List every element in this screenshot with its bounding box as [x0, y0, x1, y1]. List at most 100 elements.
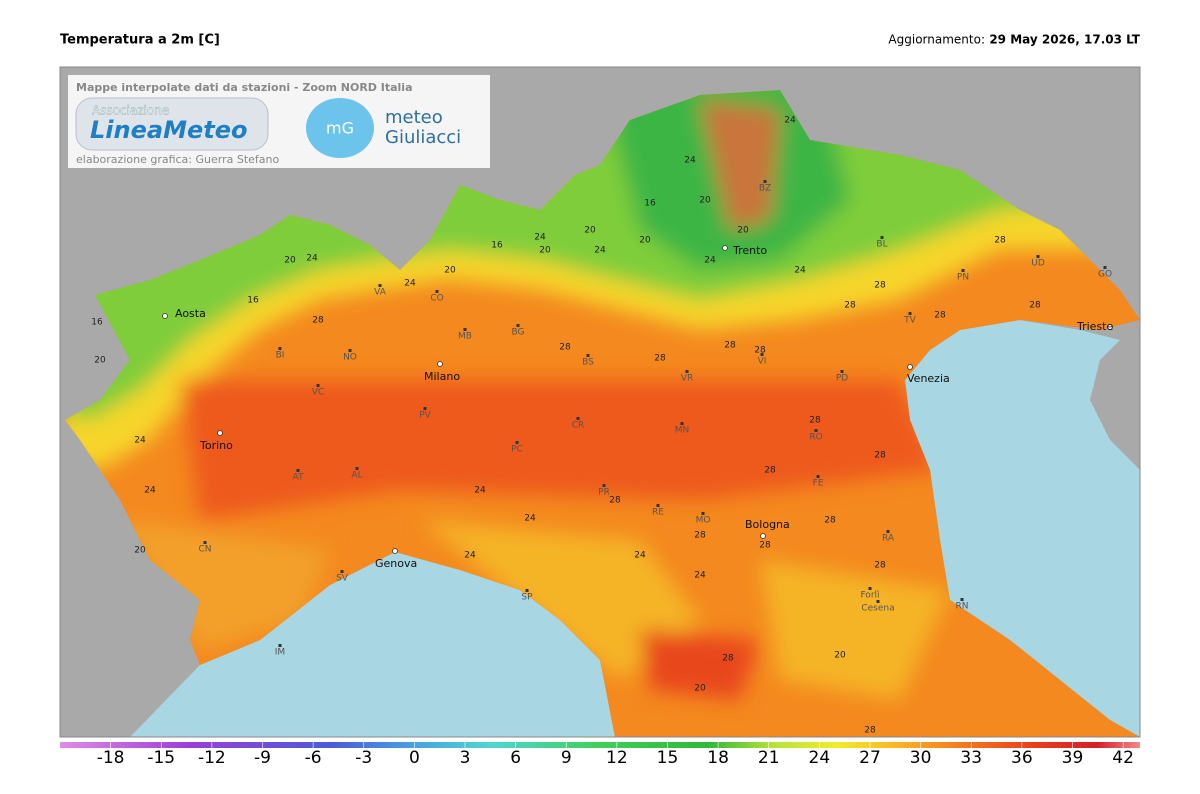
city-marker — [162, 313, 168, 319]
city-label: Torino — [199, 439, 233, 452]
province-label: VI — [758, 357, 767, 367]
isotherm-label: 20 — [699, 196, 711, 206]
province-marker — [680, 422, 684, 425]
isotherm-label: 24 — [704, 256, 716, 266]
province-label: BZ — [759, 184, 771, 194]
map-frame — [59, 66, 1141, 738]
isotherm-label: 28 — [1029, 301, 1041, 311]
city-marker — [392, 548, 398, 554]
province-label: AL — [351, 471, 362, 481]
isotherm-label: 28 — [559, 343, 571, 353]
update-time: 29 May 2026, 17.03 LT — [989, 33, 1140, 47]
isotherm-label: 28 — [764, 466, 776, 476]
colorbar-tick-label: 6 — [510, 748, 521, 768]
colorbar-tick-label: 21 — [758, 748, 780, 768]
isotherm-label: 28 — [809, 416, 821, 426]
isotherm-label: 24 — [794, 266, 806, 276]
isotherm-label: 24 — [684, 156, 696, 166]
colorbar-tick-label: 30 — [910, 748, 932, 768]
province-label: TV — [903, 316, 916, 326]
province-marker — [525, 589, 529, 592]
isotherm-label: 28 — [754, 346, 766, 356]
colorbar-ticks: -18 -15 -12 -9 -6 -3 0 3 6 9 12 15 18 21 24 27 30 33 36 39 4… — [97, 742, 1134, 768]
isotherm-label: 24 — [694, 571, 706, 581]
city-label: Aosta — [175, 307, 206, 320]
province-marker — [656, 504, 660, 507]
isotherm-label: 28 — [994, 236, 1006, 246]
province-label: RO — [809, 433, 822, 443]
province-label: PD — [836, 374, 848, 384]
province-label: Cesena — [861, 604, 894, 614]
isotherm-label: 24 — [784, 116, 796, 126]
province-label: SV — [336, 574, 349, 584]
isotherm-label: 20 — [444, 266, 456, 276]
province-marker — [516, 324, 520, 327]
province-label: NO — [343, 353, 357, 363]
isotherm-label: 24 — [594, 246, 606, 256]
colorbar-tick-label: 27 — [859, 748, 881, 768]
province-marker — [840, 370, 844, 373]
giuliacci-line2: Giuliacci — [385, 127, 461, 148]
province-marker — [908, 312, 912, 315]
province-label: BL — [876, 240, 887, 250]
province-marker — [435, 290, 439, 293]
city-label: Genova — [375, 557, 417, 570]
colorbar-tick-label: -6 — [305, 748, 322, 768]
map-labels: Aosta Torino Milano Genova Trento Venezia Trie… — [91, 116, 1113, 736]
isotherm-label: 28 — [874, 451, 886, 461]
adriatic-sea — [905, 320, 1140, 737]
colorbar-tick-label: 0 — [409, 748, 420, 768]
province-label: BS — [582, 358, 594, 368]
province-label: PN — [957, 273, 969, 283]
colorbar-tick-label: -15 — [147, 748, 175, 768]
province-label: CO — [430, 294, 443, 304]
update-label: Aggiornamento: — [888, 33, 985, 47]
province-label: RE — [652, 508, 664, 518]
province-marker — [1103, 266, 1107, 269]
isotherm-label: 28 — [824, 516, 836, 526]
giuliacci-icon — [306, 98, 374, 158]
isotherm-label: 20 — [539, 246, 551, 256]
province-marker — [586, 354, 590, 357]
isotherm-label: 24 — [464, 551, 476, 561]
province-label: UD — [1031, 259, 1045, 269]
province-label: FE — [813, 479, 824, 489]
city-label: Trento — [732, 244, 767, 257]
map-title: Temperatura a 2m [C] — [60, 33, 220, 48]
colorbar-tick-label: -3 — [355, 748, 372, 768]
province-label: BI — [276, 351, 285, 361]
colorbar-tick-label: 24 — [809, 748, 831, 768]
colorbar — [60, 742, 1140, 748]
isotherm-label: 28 — [759, 541, 771, 551]
city-label: Milano — [424, 370, 460, 383]
isotherm-label: 28 — [654, 354, 666, 364]
province-marker — [296, 469, 300, 472]
province-label: PC — [511, 445, 523, 455]
isotherm-label: 24 — [474, 486, 486, 496]
province-label: GO — [1098, 270, 1112, 280]
province-label: VR — [681, 374, 693, 384]
province-marker — [602, 484, 606, 487]
isotherm-label: 28 — [724, 341, 736, 351]
province-marker — [463, 328, 467, 331]
province-marker — [880, 236, 884, 239]
province-label: BG — [512, 328, 525, 338]
colorbar-tick-label: 42 — [1112, 748, 1134, 768]
province-label: MN — [675, 426, 690, 436]
isotherm-label: 20 — [737, 226, 749, 236]
province-label: MB — [458, 332, 472, 342]
lineameteo-badge — [75, 97, 269, 151]
logo-association: Associazione — [92, 104, 169, 118]
province-label: RN — [956, 602, 969, 612]
isotherm-label: 28 — [874, 281, 886, 291]
isotherm-label: 28 — [722, 654, 734, 664]
colorbar-tick-label: 18 — [707, 748, 729, 768]
province-label: IM — [275, 648, 285, 658]
colorbar-tick-label: 3 — [460, 748, 471, 768]
logo-caption: Mappe interpolate dati da stazioni - Zoo… — [76, 81, 413, 94]
colorbar-tick-label: -18 — [97, 748, 125, 768]
isotherm-label: 20 — [639, 236, 651, 246]
province-marker — [960, 598, 964, 601]
province-marker — [203, 541, 207, 544]
